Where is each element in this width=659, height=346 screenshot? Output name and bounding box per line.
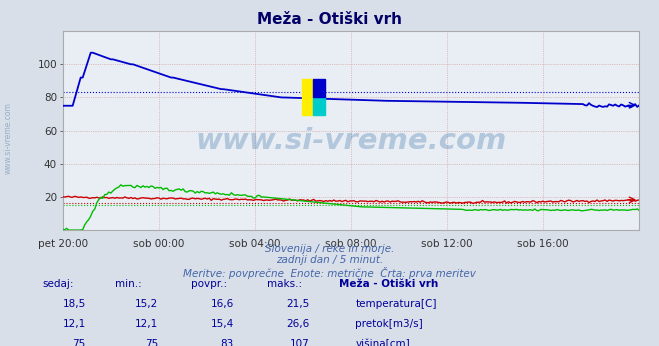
Text: 107: 107	[290, 339, 310, 346]
Text: 18,5: 18,5	[63, 299, 86, 309]
Text: 15,2: 15,2	[135, 299, 158, 309]
Text: Meritve: povprečne  Enote: metrične  Črta: prva meritev: Meritve: povprečne Enote: metrične Črta:…	[183, 267, 476, 279]
Text: sob 00:00: sob 00:00	[133, 239, 185, 249]
Text: sob 12:00: sob 12:00	[421, 239, 473, 249]
Bar	[302, 79, 314, 115]
Text: 75: 75	[145, 339, 158, 346]
Text: 12,1: 12,1	[63, 319, 86, 329]
Text: Meža - Otiški vrh: Meža - Otiški vrh	[257, 12, 402, 27]
Text: sob 04:00: sob 04:00	[229, 239, 281, 249]
Text: 83: 83	[221, 339, 234, 346]
Text: 15,4: 15,4	[211, 319, 234, 329]
Text: www.si-vreme.com: www.si-vreme.com	[195, 127, 507, 155]
Text: višina[cm]: višina[cm]	[355, 339, 410, 346]
Text: povpr.:: povpr.:	[191, 279, 227, 289]
Text: www.si-vreme.com: www.si-vreme.com	[4, 102, 13, 174]
Text: 16,6: 16,6	[211, 299, 234, 309]
Text: maks.:: maks.:	[267, 279, 302, 289]
Text: sedaj:: sedaj:	[43, 279, 74, 289]
Text: 21,5: 21,5	[287, 299, 310, 309]
Text: 75: 75	[72, 339, 86, 346]
Text: 26,6: 26,6	[287, 319, 310, 329]
Text: zadnji dan / 5 minut.: zadnji dan / 5 minut.	[276, 255, 383, 265]
Bar	[314, 79, 325, 97]
Text: sob 08:00: sob 08:00	[325, 239, 377, 249]
Text: min.:: min.:	[115, 279, 142, 289]
Text: Meža - Otiški vrh: Meža - Otiški vrh	[339, 279, 439, 289]
Text: temperatura[C]: temperatura[C]	[355, 299, 437, 309]
Text: pretok[m3/s]: pretok[m3/s]	[355, 319, 423, 329]
Text: 12,1: 12,1	[135, 319, 158, 329]
Text: Slovenija / reke in morje.: Slovenija / reke in morje.	[265, 244, 394, 254]
Bar	[314, 97, 325, 115]
Text: sob 16:00: sob 16:00	[517, 239, 569, 249]
Text: pet 20:00: pet 20:00	[38, 239, 88, 249]
